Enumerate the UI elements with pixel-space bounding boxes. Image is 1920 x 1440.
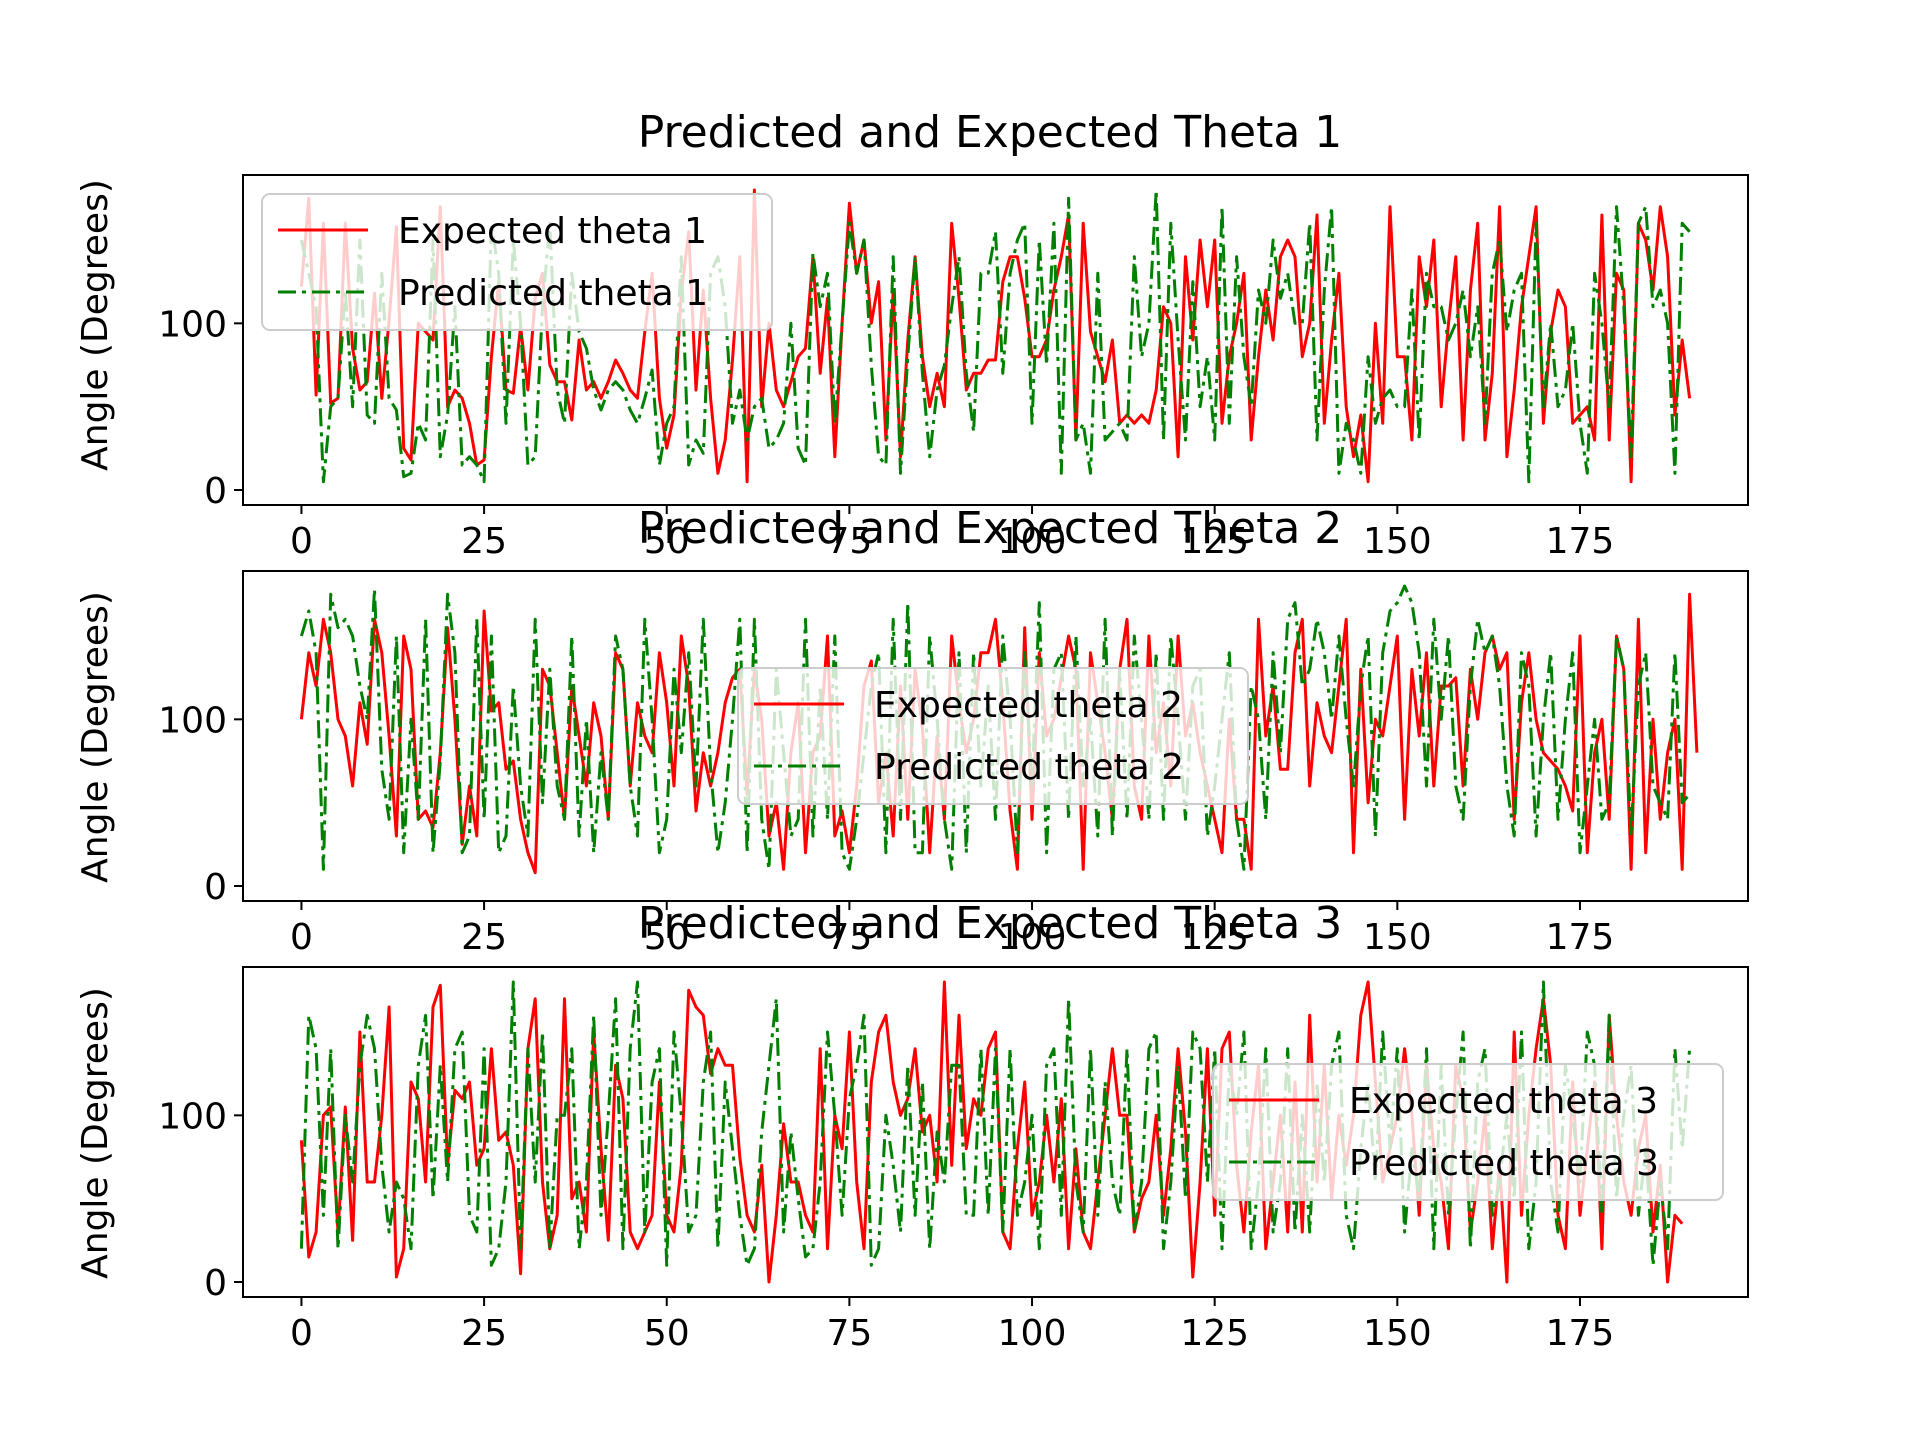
x-tick-label: 75	[826, 1313, 872, 1354]
y-tick-label: 100	[158, 700, 227, 741]
series-line-predicted	[299, 584, 1691, 871]
plot-area: 0 25 50 75 100 125 150 175 0 100 Expected theta 2 P…	[158, 570, 1749, 958]
x-tick-label: 75	[826, 521, 872, 562]
x-tick-label: 0	[290, 1313, 313, 1354]
plot-area: 0 25 50 75 100 125 150 175 0 100 Expected theta 1 P…	[158, 174, 1749, 562]
y-tick-label: 0	[204, 471, 227, 512]
x-tick-label: 175	[1546, 521, 1615, 562]
legend-label: Expected theta 2	[874, 685, 1183, 726]
x-tick-label: 25	[461, 521, 507, 562]
x-tick-label: 175	[1546, 1313, 1615, 1354]
x-tick-label: 150	[1363, 1313, 1432, 1354]
x-tick-label: 0	[290, 917, 313, 958]
legend-box	[1212, 1063, 1724, 1201]
x-tick-label: 25	[461, 917, 507, 958]
x-tick-label: 50	[644, 1313, 690, 1354]
legend-label: Expected theta 3	[1349, 1081, 1658, 1122]
panel-theta-1: Predicted and Expected Theta 1 Angle (De…	[75, 107, 1749, 562]
x-tick-label: 125	[1180, 917, 1249, 958]
legend-label: Predicted theta 2	[874, 747, 1184, 788]
panel-title: Predicted and Expected Theta 2	[638, 503, 1343, 554]
legend-label: Predicted theta 3	[1349, 1143, 1659, 1184]
series-line-predicted	[299, 980, 1692, 1267]
y-tick-label: 100	[158, 1096, 227, 1137]
legend-label: Predicted theta 1	[398, 273, 708, 314]
legend: Expected theta 3 Predicted theta 3	[1212, 1063, 1724, 1201]
x-tick-label: 150	[1363, 917, 1432, 958]
x-tick-label: 100	[998, 917, 1067, 958]
x-tick-label: 125	[1180, 1313, 1249, 1354]
y-axis-label: Angle (Degrees)	[75, 987, 116, 1279]
series-line-predicted	[299, 188, 1691, 484]
x-tick-label: 125	[1180, 521, 1249, 562]
panel-theta-2: Predicted and Expected Theta 2 Angle (De…	[75, 503, 1749, 958]
legend-box	[261, 193, 773, 331]
x-tick-label: 25	[461, 1313, 507, 1354]
x-tick-label: 100	[998, 1313, 1067, 1354]
legend-label: Expected theta 1	[398, 211, 707, 252]
y-axis-label: Angle (Degrees)	[75, 591, 116, 883]
panel-title: Predicted and Expected Theta 1	[638, 107, 1343, 158]
y-tick-label: 0	[204, 867, 227, 908]
panel-theta-3: Predicted and Expected Theta 3 Angle (De…	[75, 898, 1749, 1354]
panel-title: Predicted and Expected Theta 3	[638, 898, 1343, 949]
y-tick-label: 0	[204, 1263, 227, 1304]
legend-box	[737, 667, 1249, 805]
legend: Expected theta 1 Predicted theta 1	[261, 193, 773, 331]
x-tick-label: 75	[826, 917, 872, 958]
x-tick-label: 150	[1363, 521, 1432, 562]
legend: Expected theta 2 Predicted theta 2	[737, 667, 1249, 805]
x-tick-label: 100	[998, 521, 1067, 562]
x-tick-label: 50	[644, 917, 690, 958]
axes-frame	[242, 570, 1749, 902]
series-line-expected	[299, 592, 1699, 875]
x-tick-label: 50	[644, 521, 690, 562]
x-tick-label: 175	[1546, 917, 1615, 958]
axes-frame	[242, 174, 1749, 506]
x-tick-label: 0	[290, 521, 313, 562]
axes-frame	[242, 966, 1749, 1298]
y-tick-label: 100	[158, 304, 227, 345]
y-axis-label: Angle (Degrees)	[75, 179, 116, 471]
plot-area: 0 25 50 75 100 125 150 175 0 100 Expected theta 3 P…	[158, 966, 1749, 1354]
